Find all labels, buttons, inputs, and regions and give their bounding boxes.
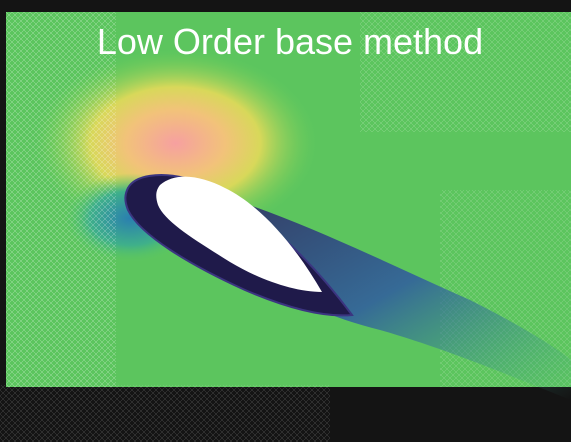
mesh-bottom <box>0 385 330 442</box>
mesh-left <box>6 12 116 387</box>
slide-title: Low Order base method <box>97 21 483 62</box>
page: Low Order base method (() => { const dat… <box>0 0 571 442</box>
simulation-slide: Low Order base method <box>0 0 571 442</box>
